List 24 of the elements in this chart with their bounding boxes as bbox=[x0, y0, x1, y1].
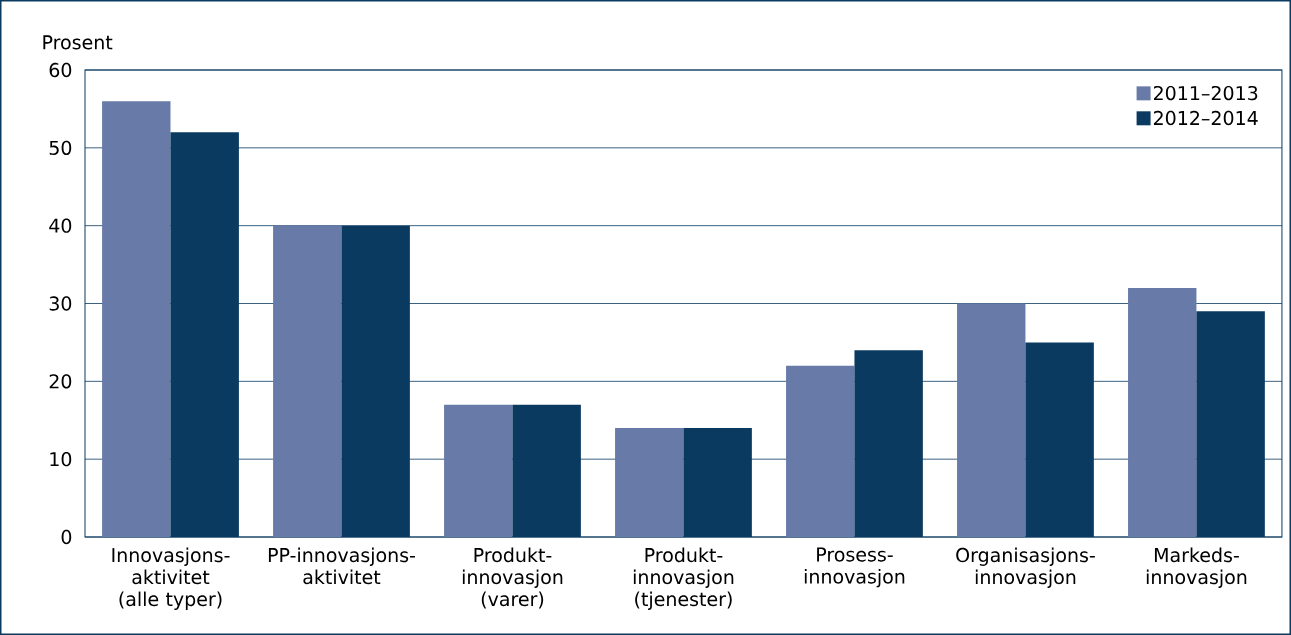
x-tick-label: Innovasjons-aktivitet (alle typer) bbox=[112, 547, 230, 610]
bar bbox=[102, 101, 171, 537]
y-tick-label: 40 bbox=[49, 218, 72, 233]
bar bbox=[273, 225, 342, 537]
y-tick-label: 20 bbox=[49, 374, 72, 389]
y-axis-title: Prosent bbox=[43, 35, 113, 50]
y-tick-label: 30 bbox=[49, 296, 72, 311]
x-tick-label: Produkt-innovasjon (varer) bbox=[462, 547, 563, 609]
x-tick-label: PP-innovasjons-aktivitet bbox=[268, 547, 416, 585]
y-tick-label: 0 bbox=[61, 529, 72, 545]
bar bbox=[444, 404, 513, 537]
x-tick-label: Produkt-innovasjon (tjenester) bbox=[633, 547, 734, 610]
x-tick-label: Prosess-innovasjon bbox=[804, 547, 905, 588]
y-tick-label: 50 bbox=[49, 140, 72, 156]
bar bbox=[615, 428, 684, 537]
x-tick-label: Markeds-innovasjon bbox=[1146, 547, 1247, 588]
x-tick-label: Organisasjons-innovasjon bbox=[956, 547, 1095, 588]
y-tick-label: 10 bbox=[50, 451, 72, 467]
bar bbox=[957, 303, 1026, 537]
bar bbox=[786, 365, 855, 537]
bar bbox=[1128, 287, 1197, 537]
legend-label: 2012–2014 bbox=[1153, 110, 1258, 126]
legend-label: 2011–2013 bbox=[1153, 85, 1258, 101]
y-tick-label: 60 bbox=[49, 62, 72, 78]
